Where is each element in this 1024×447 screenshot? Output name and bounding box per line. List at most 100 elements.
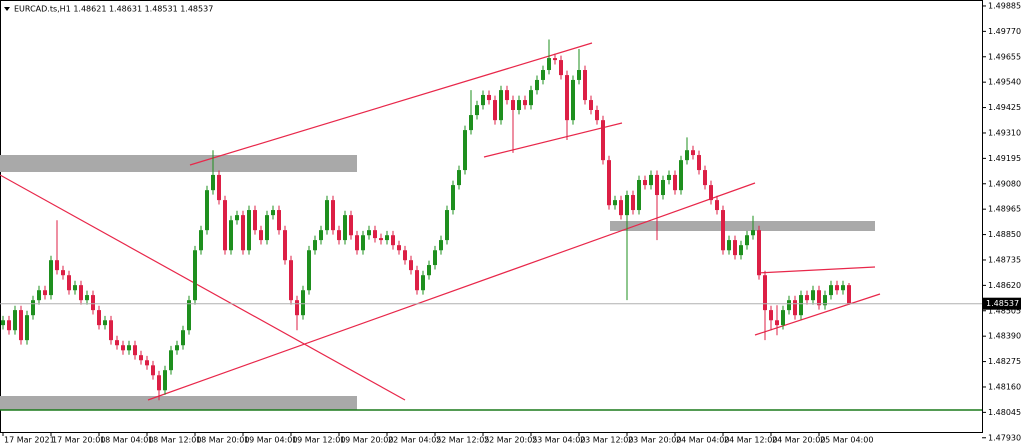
y-tick-label: 1.49425 bbox=[988, 103, 1021, 112]
candle-body bbox=[157, 375, 161, 391]
candle-body bbox=[307, 250, 311, 291]
candle-body bbox=[697, 155, 701, 171]
candle-body bbox=[715, 200, 719, 211]
candle-body bbox=[817, 290, 821, 306]
candle-body bbox=[433, 250, 437, 266]
candle-body bbox=[151, 365, 155, 376]
x-tick-label: 24 Mar 04:00 bbox=[676, 436, 729, 445]
candle-body bbox=[97, 310, 101, 326]
x-tick-label: 24 Mar 12:00 bbox=[724, 436, 777, 445]
candle-body bbox=[577, 70, 581, 80]
candle-body bbox=[295, 300, 299, 316]
candle-body bbox=[619, 200, 623, 216]
candle-body bbox=[25, 315, 29, 341]
candle-body bbox=[283, 230, 287, 261]
candle-body bbox=[511, 100, 515, 110]
candle-body bbox=[673, 174, 677, 191]
candle-body bbox=[691, 150, 695, 156]
candle-body bbox=[601, 120, 605, 161]
candle-body bbox=[541, 70, 545, 80]
candle-body bbox=[289, 260, 293, 301]
candle-body bbox=[49, 260, 53, 296]
x-tick-label: 19 Mar 20:00 bbox=[340, 436, 393, 445]
candle-body bbox=[253, 210, 257, 231]
candle-body bbox=[439, 240, 443, 251]
candle-body bbox=[361, 235, 365, 251]
candle-body bbox=[583, 70, 587, 101]
x-tick-label: 18 Mar 04:00 bbox=[100, 436, 153, 445]
candle-body bbox=[841, 285, 845, 291]
y-tick-label: 1.49770 bbox=[988, 27, 1021, 36]
candle-body bbox=[199, 230, 203, 251]
candle-body bbox=[139, 355, 143, 361]
menu-arrow[interactable] bbox=[4, 7, 10, 11]
y-tick-label: 1.48620 bbox=[988, 281, 1021, 290]
x-tick-label: 17 Mar 2021 bbox=[4, 436, 55, 445]
candle-body bbox=[223, 200, 227, 251]
candle-body bbox=[301, 290, 305, 316]
candle-body bbox=[805, 295, 809, 301]
candle-body bbox=[571, 79, 575, 121]
candle-body bbox=[19, 310, 23, 341]
plot-frame bbox=[0, 0, 983, 433]
candle-body bbox=[799, 295, 803, 316]
candle-body bbox=[175, 345, 179, 351]
candle-body bbox=[469, 115, 473, 131]
candle-body bbox=[727, 240, 731, 251]
x-tick-label: 25 Mar 04:00 bbox=[820, 436, 873, 445]
candle-body bbox=[517, 100, 521, 110]
candle-body bbox=[103, 320, 107, 326]
candle-body bbox=[337, 230, 341, 241]
candle-body bbox=[835, 285, 839, 291]
price-tag bbox=[983, 297, 1021, 310]
x-tick-label: 23 Mar 04:00 bbox=[532, 436, 585, 445]
candle-body bbox=[649, 174, 653, 186]
candle-body bbox=[499, 90, 503, 121]
candle-body bbox=[247, 210, 251, 251]
candle-body bbox=[385, 235, 389, 241]
y-tick-label: 1.48390 bbox=[988, 332, 1021, 341]
candle-body bbox=[193, 250, 197, 301]
candle-body bbox=[85, 295, 89, 301]
candle-body bbox=[643, 180, 647, 186]
trendline bbox=[189, 42, 593, 166]
zone bbox=[0, 155, 357, 172]
candle-body bbox=[397, 245, 401, 251]
trendline bbox=[483, 122, 623, 158]
candle-body bbox=[79, 285, 83, 301]
candle-body bbox=[529, 90, 533, 106]
candle-body bbox=[475, 105, 479, 116]
candle-body bbox=[1, 320, 5, 326]
candle-body bbox=[505, 90, 509, 101]
trendline bbox=[754, 293, 881, 336]
candle-body bbox=[769, 310, 773, 321]
candle-body bbox=[487, 94, 491, 101]
x-tick-label: 22 Mar 20:05 bbox=[484, 436, 537, 445]
candle-body bbox=[61, 270, 65, 276]
x-tick-label: 22 Mar 04:05 bbox=[388, 436, 441, 445]
candle-body bbox=[565, 75, 569, 121]
x-tick-label: 18 Mar 20:00 bbox=[196, 436, 249, 445]
candle-body bbox=[589, 100, 593, 110]
candle-body bbox=[631, 195, 635, 211]
candle-body bbox=[703, 170, 707, 186]
price-tag-label: 1.48537 bbox=[986, 299, 1019, 308]
candle-body bbox=[319, 230, 323, 241]
candle-body bbox=[259, 230, 263, 241]
candle-body bbox=[133, 345, 137, 356]
y-tick-label: 1.48735 bbox=[988, 255, 1021, 264]
candle-body bbox=[331, 200, 335, 231]
candle-body bbox=[115, 340, 119, 346]
x-tick-label: 23 Mar 20:00 bbox=[628, 436, 681, 445]
candle-body bbox=[451, 185, 455, 211]
candle-body bbox=[559, 60, 563, 76]
trendline bbox=[0, 174, 406, 401]
candle-body bbox=[325, 200, 329, 231]
y-tick-label: 1.49655 bbox=[988, 52, 1021, 61]
trendline bbox=[756, 266, 876, 274]
candle-body bbox=[739, 245, 743, 256]
x-tick-label: 24 Mar 20:00 bbox=[772, 436, 825, 445]
candle-body bbox=[379, 238, 383, 241]
candle-body bbox=[109, 320, 113, 341]
y-tick-label: 1.48160 bbox=[988, 382, 1021, 391]
